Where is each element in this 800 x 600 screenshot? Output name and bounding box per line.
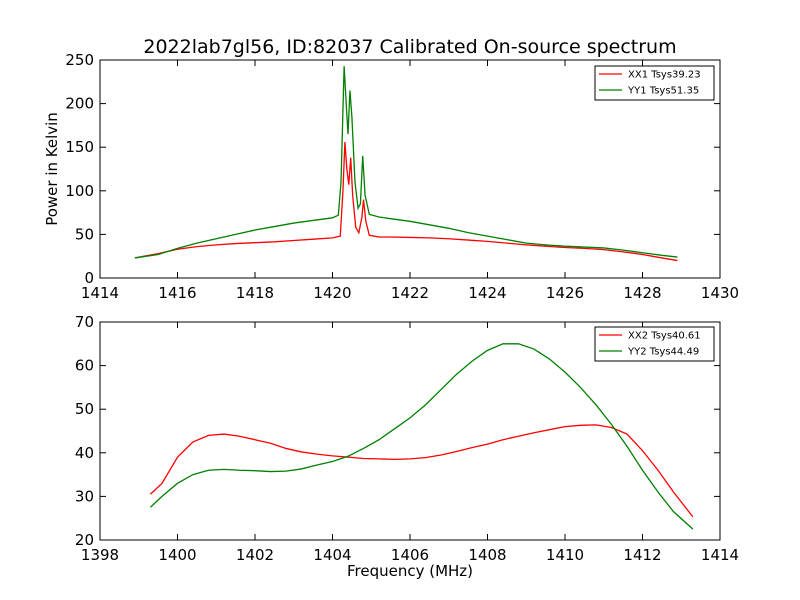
bottom-y-tick-label: 50	[75, 400, 94, 418]
top-panel: Power in Kelvin 1414 1416 1418 1420 1422 1424…	[43, 51, 739, 302]
top-x-tick-label: 1428	[623, 284, 661, 302]
bottom-x-tick-label: 1398	[81, 546, 119, 564]
top-y-tick-label: 50	[75, 225, 94, 243]
bottom-y-tick-label: 60	[75, 357, 94, 375]
top-x-tick-label: 1424	[468, 284, 506, 302]
top-legend: XX1 Tsys39.23 YY1 Tsys51.35	[594, 65, 715, 101]
legend-label-yy1: YY1 Tsys51.35	[627, 86, 699, 97]
legend-label-yy2: YY2 Tsys44.49	[627, 347, 699, 358]
top-y-tick-label: 0	[84, 269, 94, 287]
top-x-tick-label: 1422	[391, 284, 429, 302]
bottom-panel: 1398 1400 1402 1404 1406 1408 1410 1412 1414 20 30…	[75, 313, 739, 580]
top-y-tick-label: 150	[65, 138, 94, 156]
bottom-x-tick-label: 1410	[546, 546, 584, 564]
legend-label-xx2: XX2 Tsys40.61	[628, 331, 701, 342]
bottom-x-tick-label: 1414	[701, 546, 739, 564]
bottom-x-tick-label: 1404	[313, 546, 351, 564]
bottom-x-tick-label: 1400	[158, 546, 196, 564]
top-x-tick-label: 1418	[236, 284, 274, 302]
chart-title: 2022lab7gl56, ID:82037 Calibrated On-sou…	[143, 36, 676, 58]
bottom-x-tick-label: 1412	[623, 546, 661, 564]
bottom-y-tick-label: 70	[75, 313, 94, 331]
bottom-x-tick-label: 1402	[236, 546, 274, 564]
top-series-xx1-line	[134, 141, 678, 262]
top-x-tick-label: 1430	[701, 284, 739, 302]
top-series-yy1-line	[134, 66, 678, 259]
bottom-x-tick-label: 1406	[391, 546, 429, 564]
top-y-tick-label: 100	[65, 182, 94, 200]
bottom-x-axis-label: Frequency (MHz)	[347, 562, 473, 580]
top-x-tick-label: 1426	[546, 284, 584, 302]
top-x-tick-label: 1414	[81, 284, 119, 302]
top-y-axis-label: Power in Kelvin	[43, 112, 61, 226]
bottom-series-xx2-line	[149, 424, 694, 518]
bottom-y-tick-label: 30	[75, 487, 94, 505]
legend-label-xx1: XX1 Tsys39.23	[628, 70, 701, 81]
top-y-tick-label: 200	[65, 95, 94, 113]
bottom-legend: XX2 Tsys40.61 YY2 Tsys44.49	[594, 326, 715, 362]
bottom-y-tick-label: 40	[75, 444, 94, 462]
bottom-y-tick-label: 20	[75, 531, 94, 549]
top-y-tick-label: 250	[65, 51, 94, 69]
top-x-tick-label: 1420	[313, 284, 351, 302]
bottom-x-tick-label: 1408	[468, 546, 506, 564]
bottom-series-yy2-line	[149, 343, 694, 530]
top-x-tick-label: 1416	[158, 284, 196, 302]
